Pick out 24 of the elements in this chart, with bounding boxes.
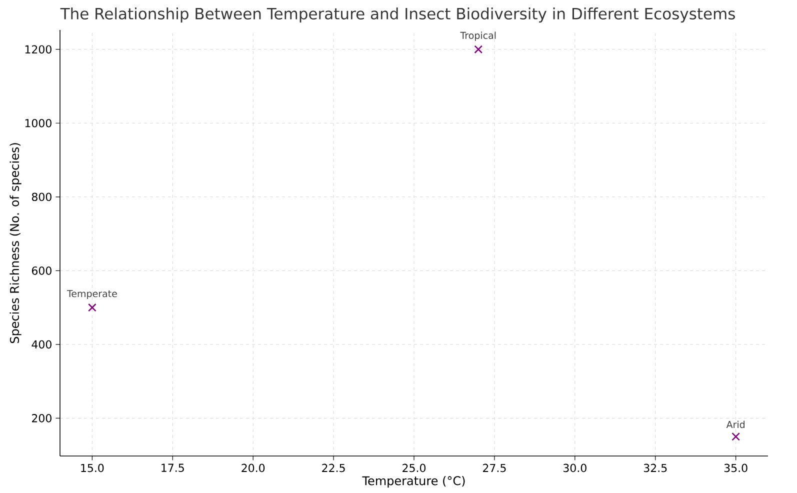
point <box>732 432 740 441</box>
x-tick-label: 22.5 <box>322 464 345 472</box>
annotation: Temperate <box>66 290 117 300</box>
y-tick-label: 400 <box>32 340 52 349</box>
y-tick-label: 200 <box>32 414 52 422</box>
x-tick-label: 20.0 <box>242 464 265 472</box>
point <box>88 303 96 312</box>
y-tick-label: 1200 <box>25 45 52 54</box>
y-tick-label: 800 <box>32 192 52 202</box>
chart-title: The Relationship Between Temperature and Insect Biodiversity in Different Ecosystems <box>60 8 735 23</box>
annotation: Tropical <box>460 32 496 41</box>
x-tick-label: 15.0 <box>81 464 104 472</box>
x-tick-label: 30.0 <box>564 464 586 472</box>
point <box>474 45 483 54</box>
x-tick-label: 17.5 <box>162 464 184 472</box>
x-tick-label: 25.0 <box>402 464 426 472</box>
y-tick-label: 1000 <box>25 118 52 128</box>
y-axis-title: Species Richness (No. of species) <box>10 143 22 344</box>
x-tick-label: 35.0 <box>724 464 748 472</box>
x-tick-label: 32.5 <box>644 464 667 472</box>
annotation: Arid <box>726 420 745 428</box>
y-tick-label: 600 <box>32 266 52 275</box>
x-axis-title: Temperature (°C) <box>362 476 465 488</box>
x-tick-label: 27.5 <box>483 464 506 472</box>
